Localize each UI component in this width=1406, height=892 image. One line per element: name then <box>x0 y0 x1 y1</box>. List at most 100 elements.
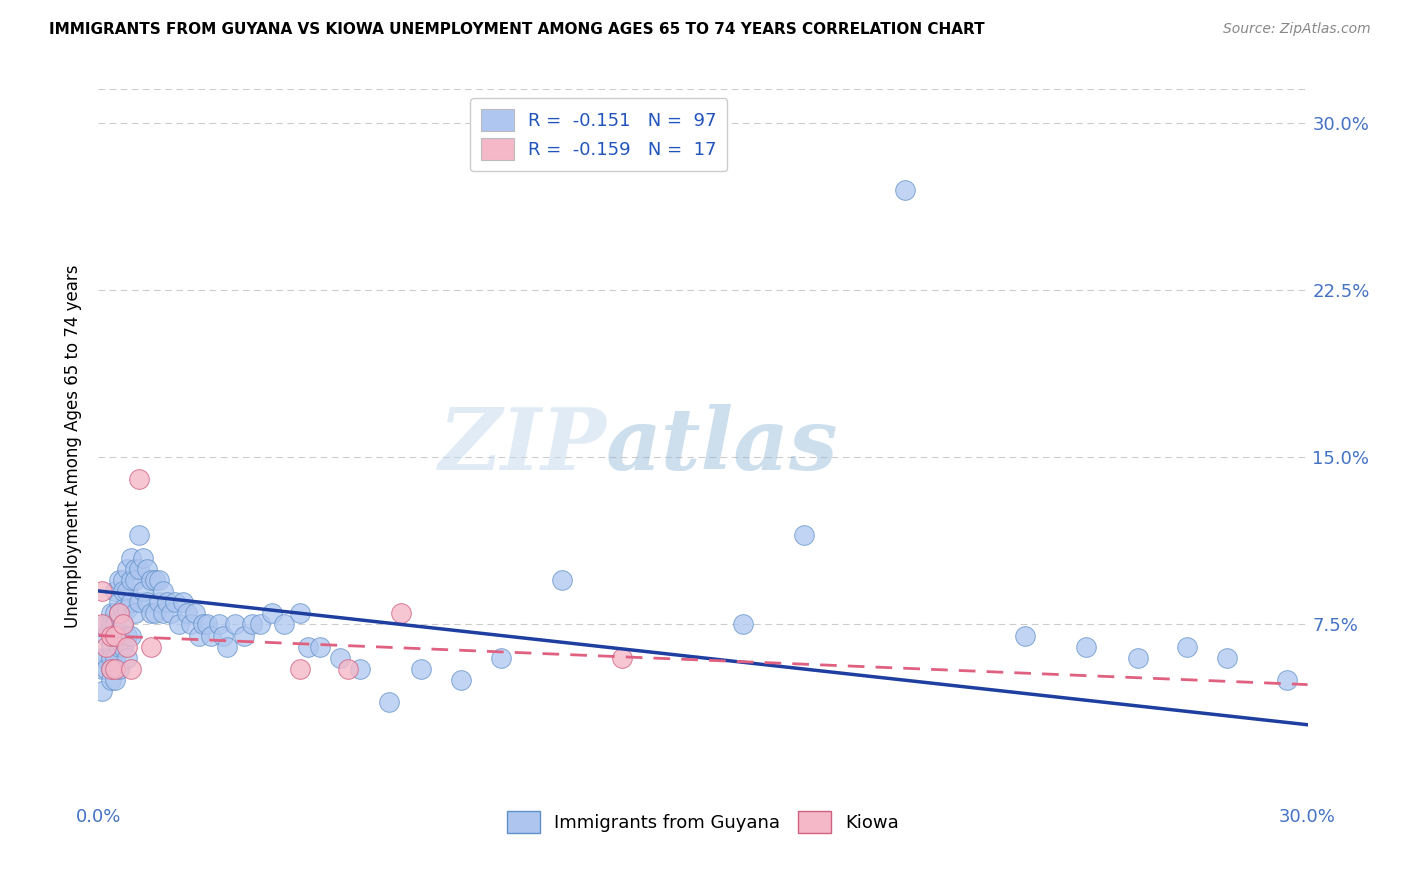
Point <box>212 628 235 642</box>
Point <box>120 550 142 565</box>
Point <box>107 573 129 587</box>
Point <box>172 595 194 609</box>
Point <box>115 640 138 654</box>
Point <box>100 651 122 665</box>
Point <box>139 607 162 621</box>
Point <box>100 640 122 654</box>
Point <box>793 528 815 542</box>
Point <box>208 617 231 632</box>
Point <box>551 573 574 587</box>
Y-axis label: Unemployment Among Ages 65 to 74 years: Unemployment Among Ages 65 to 74 years <box>65 264 83 628</box>
Point <box>115 651 138 665</box>
Point <box>139 640 162 654</box>
Point <box>195 617 218 632</box>
Point <box>389 607 412 621</box>
Point <box>103 662 125 676</box>
Point <box>143 607 166 621</box>
Point <box>180 617 202 632</box>
Point <box>124 607 146 621</box>
Point <box>377 696 399 710</box>
Point <box>309 640 332 654</box>
Point <box>111 573 134 587</box>
Point <box>91 583 114 598</box>
Point <box>132 583 155 598</box>
Point <box>115 601 138 615</box>
Point <box>103 583 125 598</box>
Point <box>115 562 138 576</box>
Point <box>733 617 755 632</box>
Point <box>103 607 125 621</box>
Point <box>128 562 150 576</box>
Text: atlas: atlas <box>606 404 839 488</box>
Point <box>107 662 129 676</box>
Point <box>120 662 142 676</box>
Point <box>120 628 142 642</box>
Text: ZIP: ZIP <box>439 404 606 488</box>
Point <box>100 628 122 642</box>
Point <box>491 651 513 665</box>
Point <box>612 651 634 665</box>
Point <box>100 662 122 676</box>
Point <box>1216 651 1239 665</box>
Point <box>450 673 472 687</box>
Point <box>111 601 134 615</box>
Point <box>273 617 295 632</box>
Point <box>139 573 162 587</box>
Point <box>288 607 311 621</box>
Legend: Immigrants from Guyana, Kiowa: Immigrants from Guyana, Kiowa <box>496 800 910 844</box>
Point <box>96 628 118 642</box>
Point <box>124 573 146 587</box>
Point <box>107 607 129 621</box>
Point <box>156 595 179 609</box>
Point <box>103 651 125 665</box>
Point <box>893 182 915 196</box>
Point <box>100 662 122 676</box>
Point <box>128 472 150 486</box>
Point <box>1277 673 1299 687</box>
Point <box>100 617 122 632</box>
Text: Source: ZipAtlas.com: Source: ZipAtlas.com <box>1223 22 1371 37</box>
Point <box>163 595 186 609</box>
Point <box>103 628 125 642</box>
Point <box>1128 651 1150 665</box>
Point <box>297 640 319 654</box>
Point <box>232 628 254 642</box>
Point <box>409 662 432 676</box>
Point <box>188 628 211 642</box>
Point <box>349 662 371 676</box>
Point <box>107 628 129 642</box>
Point <box>111 640 134 654</box>
Point <box>120 595 142 609</box>
Point <box>176 607 198 621</box>
Point <box>148 573 170 587</box>
Point <box>96 617 118 632</box>
Point <box>224 617 246 632</box>
Point <box>135 595 157 609</box>
Point <box>91 617 114 632</box>
Point <box>120 573 142 587</box>
Point <box>249 617 271 632</box>
Point <box>288 662 311 676</box>
Point <box>160 607 183 621</box>
Point <box>337 662 360 676</box>
Point <box>111 617 134 632</box>
Point <box>148 595 170 609</box>
Point <box>152 607 174 621</box>
Point <box>217 640 239 654</box>
Text: IMMIGRANTS FROM GUYANA VS KIOWA UNEMPLOYMENT AMONG AGES 65 TO 74 YEARS CORRELATI: IMMIGRANTS FROM GUYANA VS KIOWA UNEMPLOY… <box>49 22 984 37</box>
Point <box>91 662 114 676</box>
Point <box>260 607 283 621</box>
Point <box>107 595 129 609</box>
Point <box>100 673 122 687</box>
Point <box>96 651 118 665</box>
Point <box>200 628 222 642</box>
Point <box>96 640 118 654</box>
Point <box>329 651 352 665</box>
Point <box>1014 628 1036 642</box>
Point <box>100 607 122 621</box>
Point <box>152 583 174 598</box>
Point <box>167 617 190 632</box>
Point <box>111 583 134 598</box>
Point <box>128 528 150 542</box>
Point <box>143 573 166 587</box>
